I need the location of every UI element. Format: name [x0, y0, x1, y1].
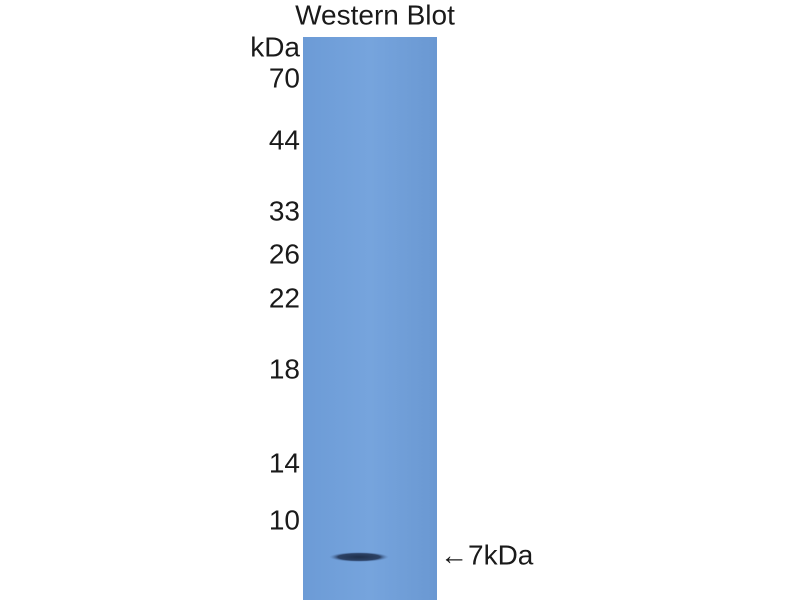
marker-label: 18 — [269, 353, 300, 384]
marker-label: 33 — [269, 195, 300, 226]
marker-label: 26 — [269, 238, 300, 269]
gel-lane — [303, 37, 437, 600]
title: Western Blot — [295, 0, 455, 30]
band-label: ←7kDa — [440, 539, 534, 570]
marker-label: 44 — [269, 124, 300, 155]
marker-label: 14 — [269, 447, 300, 478]
marker-label: 22 — [269, 282, 300, 313]
protein-band — [329, 552, 389, 562]
marker-label: 10 — [269, 504, 300, 535]
marker-label: 70 — [269, 62, 300, 93]
unit-label: kDa — [250, 31, 300, 62]
